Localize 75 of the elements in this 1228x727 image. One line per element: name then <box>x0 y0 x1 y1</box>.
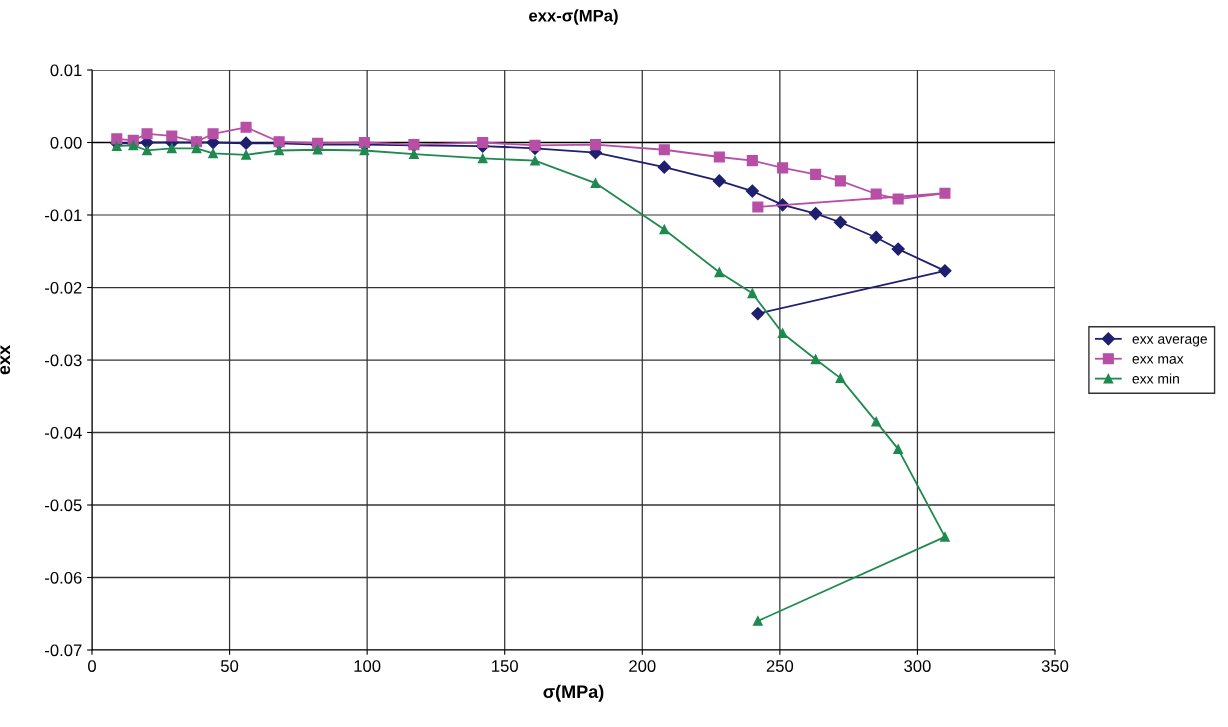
y-tick-label: -0.04 <box>45 426 82 439</box>
chart-title: exx-σ(MPa) <box>529 9 618 25</box>
point <box>745 184 759 198</box>
point <box>809 206 823 221</box>
y-tick-label: -0.05 <box>45 499 82 512</box>
point <box>359 145 370 156</box>
point <box>834 175 846 187</box>
y-tick-label: -0.01 <box>45 209 82 222</box>
x-axis-title: σ(MPa) <box>543 684 604 702</box>
point <box>835 373 846 383</box>
point <box>141 128 153 140</box>
y-tick-label: -0.02 <box>45 281 82 294</box>
point <box>940 532 950 542</box>
point <box>659 224 670 235</box>
point <box>712 174 726 188</box>
point <box>714 267 725 278</box>
point <box>777 162 789 174</box>
x-tick-label: 150 <box>492 660 518 672</box>
point <box>938 264 952 278</box>
point <box>111 141 122 151</box>
point <box>207 128 219 140</box>
point <box>747 288 758 299</box>
y-tick-label: 0.00 <box>50 136 82 149</box>
x-tick-label: 250 <box>766 660 794 672</box>
point <box>751 307 765 321</box>
x-tick-label: 0 <box>88 660 96 672</box>
point <box>752 616 763 626</box>
point <box>530 155 540 166</box>
point <box>833 215 847 229</box>
y-tick-label: 0.01 <box>50 64 82 77</box>
point <box>891 242 905 256</box>
point <box>589 139 602 151</box>
point <box>191 143 202 154</box>
y-tick-label: -0.03 <box>45 354 82 367</box>
point <box>166 143 177 154</box>
point <box>409 149 419 159</box>
point <box>810 354 821 365</box>
legend-label: exx max <box>1132 356 1184 364</box>
point <box>713 151 725 163</box>
legend-label: exx min <box>1132 373 1179 384</box>
point <box>939 187 951 199</box>
x-tick-label: 350 <box>1041 660 1069 672</box>
x-tick-label: 50 <box>220 660 239 672</box>
point <box>274 145 284 156</box>
point <box>208 148 218 159</box>
point <box>893 444 904 455</box>
point <box>529 139 541 151</box>
point <box>241 149 251 160</box>
point <box>892 193 904 205</box>
point <box>810 168 822 180</box>
y-axis-title: exx <box>0 345 11 375</box>
point <box>777 328 788 339</box>
point <box>142 145 152 156</box>
point <box>870 188 882 200</box>
point <box>239 136 253 150</box>
point <box>746 155 758 167</box>
point <box>312 144 323 155</box>
point <box>240 121 252 133</box>
point <box>871 416 882 427</box>
y-tick-label: -0.07 <box>45 644 82 657</box>
point <box>657 160 671 174</box>
x-tick-label: 200 <box>629 660 656 672</box>
x-tick-label: 100 <box>354 660 381 672</box>
point <box>869 230 883 245</box>
x-tick-label: 300 <box>904 660 931 672</box>
point <box>128 140 139 151</box>
y-tick-label: -0.06 <box>45 571 82 584</box>
point <box>658 144 670 156</box>
point <box>477 153 488 164</box>
legend-label: exx average <box>1132 336 1208 347</box>
point <box>752 201 764 213</box>
point <box>590 178 601 188</box>
point <box>477 136 489 149</box>
point <box>166 130 178 142</box>
point <box>111 133 123 145</box>
